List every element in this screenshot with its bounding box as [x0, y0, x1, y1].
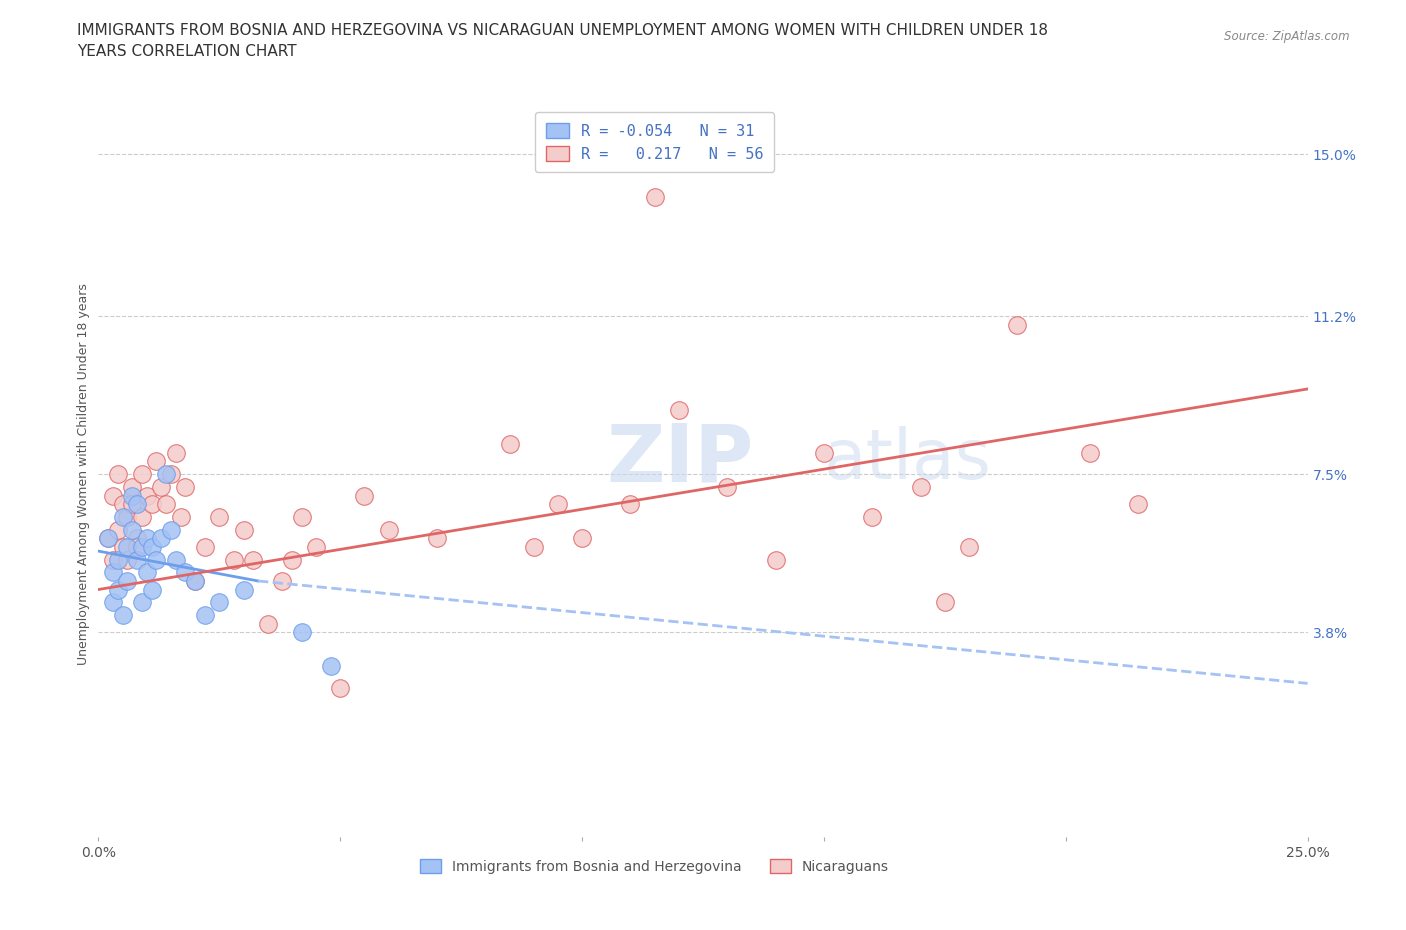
Point: [150, 480, 173, 495]
Point: [353, 488, 375, 503]
Point: [107, 582, 129, 597]
Point: [107, 523, 129, 538]
Point: [107, 552, 129, 567]
Point: [127, 552, 149, 567]
Point: [111, 510, 134, 525]
Point: [426, 531, 449, 546]
Point: [1007, 317, 1029, 332]
Point: [290, 510, 312, 525]
Point: [127, 539, 149, 554]
Point: [141, 539, 163, 554]
Point: [256, 617, 278, 631]
Point: [523, 539, 546, 554]
Point: [150, 531, 173, 546]
Text: Source: ZipAtlas.com: Source: ZipAtlas.com: [1225, 30, 1350, 43]
Point: [117, 574, 139, 589]
Point: [957, 539, 980, 554]
Point: [329, 680, 352, 695]
Point: [127, 497, 149, 512]
Point: [571, 531, 593, 546]
Point: [121, 497, 143, 512]
Point: [222, 552, 245, 567]
Point: [97, 531, 120, 546]
Point: [121, 480, 143, 495]
Point: [232, 523, 254, 538]
Point: [184, 574, 207, 589]
Point: [141, 497, 163, 512]
Point: [97, 531, 120, 546]
Point: [208, 595, 231, 610]
Point: [716, 480, 738, 495]
Point: [145, 552, 167, 567]
Point: [290, 625, 312, 640]
Point: [155, 497, 177, 512]
Point: [131, 510, 153, 525]
Legend: Immigrants from Bosnia and Herzegovina, Nicaraguans: Immigrants from Bosnia and Herzegovina, …: [413, 852, 896, 881]
Point: [271, 574, 294, 589]
Point: [319, 658, 342, 673]
Point: [281, 552, 304, 567]
Point: [174, 565, 197, 580]
Point: [813, 445, 835, 460]
Point: [117, 552, 139, 567]
Point: [1128, 497, 1150, 512]
Point: [111, 497, 134, 512]
Point: [101, 565, 124, 580]
Point: [101, 488, 124, 503]
Point: [135, 488, 157, 503]
Point: [160, 467, 183, 482]
Point: [107, 467, 129, 482]
Point: [117, 510, 139, 525]
Point: [165, 445, 187, 460]
Point: [131, 467, 153, 482]
Point: [232, 582, 254, 597]
Point: [184, 574, 207, 589]
Point: [208, 510, 231, 525]
Point: [135, 565, 157, 580]
Point: [498, 437, 520, 452]
Point: [644, 190, 666, 205]
Point: [121, 488, 143, 503]
Point: [131, 595, 153, 610]
Point: [547, 497, 569, 512]
Point: [117, 539, 139, 554]
Point: [934, 595, 956, 610]
Point: [127, 531, 149, 546]
Point: [194, 607, 217, 622]
Point: [1078, 445, 1101, 460]
Point: [101, 552, 124, 567]
Text: IMMIGRANTS FROM BOSNIA AND HERZEGOVINA VS NICARAGUAN UNEMPLOYMENT AMONG WOMEN WI: IMMIGRANTS FROM BOSNIA AND HERZEGOVINA V…: [77, 23, 1049, 60]
Point: [668, 403, 690, 418]
Point: [145, 454, 167, 469]
Point: [242, 552, 264, 567]
Point: [619, 497, 641, 512]
Y-axis label: Unemployment Among Women with Children Under 18 years: Unemployment Among Women with Children U…: [77, 284, 90, 665]
Point: [121, 523, 143, 538]
Point: [765, 552, 787, 567]
Point: [160, 523, 183, 538]
Point: [131, 539, 153, 554]
Point: [111, 607, 134, 622]
Point: [141, 582, 163, 597]
Text: atlas: atlas: [824, 426, 991, 493]
Point: [165, 552, 187, 567]
Point: [169, 510, 191, 525]
Point: [174, 480, 197, 495]
Point: [860, 510, 883, 525]
Text: ZIP: ZIP: [606, 420, 754, 498]
Point: [194, 539, 217, 554]
Point: [101, 595, 124, 610]
Point: [155, 467, 177, 482]
Point: [135, 531, 157, 546]
Point: [111, 539, 134, 554]
Point: [305, 539, 328, 554]
Point: [910, 480, 932, 495]
Point: [377, 523, 399, 538]
